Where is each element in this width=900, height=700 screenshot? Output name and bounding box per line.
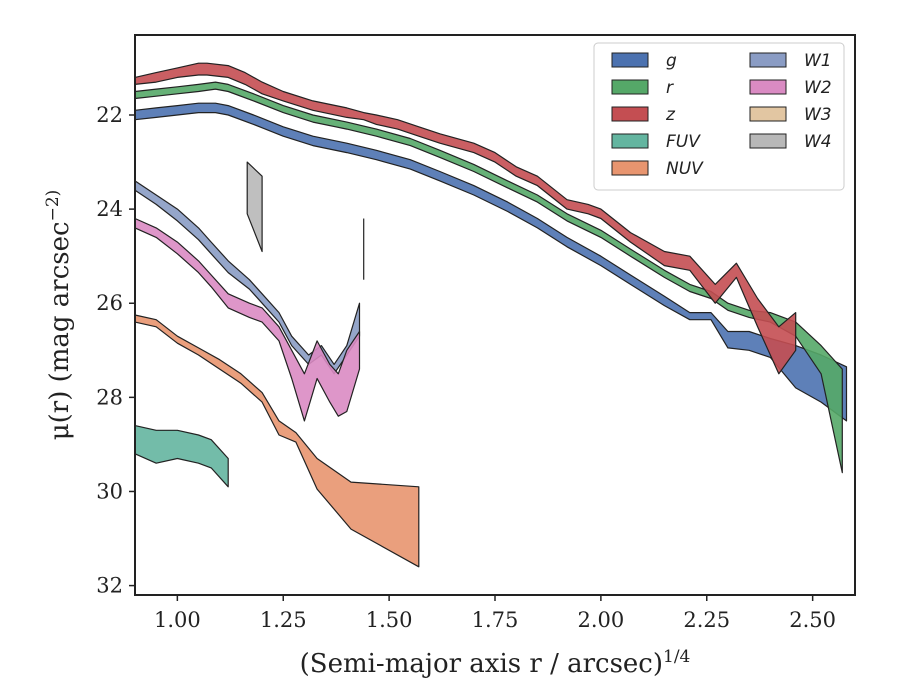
legend-swatch-z [611, 106, 649, 122]
band-z [134, 62, 797, 375]
legend-label-nuv: NUV [666, 159, 704, 179]
x-tick-label: 2.50 [789, 608, 836, 632]
y-tick-label: 30 [96, 479, 123, 503]
y-axis-label: μ(r) (mag arcsec−2) [43, 190, 75, 441]
legend-label-w1: W1 [804, 51, 832, 71]
x-tick-label: 1.50 [366, 608, 413, 632]
legend-swatch-w4 [749, 133, 787, 149]
legend: grz FUV NUV W1 W2 W3 W4 [593, 42, 845, 191]
legend-label-fuv: FUV [666, 132, 701, 152]
legend-swatch-g [611, 52, 649, 68]
legend-label-w2: W2 [804, 78, 832, 98]
y-axis-ticks: 22 24 26 28 30 32 [96, 103, 135, 598]
band-nuv [134, 314, 420, 568]
band-w4 [246, 161, 263, 253]
legend-swatch-fuv [611, 133, 649, 149]
legend-label-g: g [666, 51, 677, 71]
legend-swatch-r [611, 79, 649, 95]
legend-swatch-nuv [611, 160, 649, 176]
y-tick-label: 24 [96, 197, 123, 221]
band-w2 [134, 217, 361, 422]
data-bands [134, 62, 848, 568]
legend-swatch-w3 [749, 106, 787, 122]
x-tick-label: 1.25 [260, 608, 307, 632]
y-tick-label: 32 [96, 574, 123, 598]
band-r [134, 81, 843, 474]
legend-label-r: r [666, 78, 674, 98]
x-axis-label: (Semi-major axis r / arcsec)1/4 [300, 647, 691, 679]
legend-swatch-w2 [749, 79, 787, 95]
y-tick-label: 22 [96, 103, 123, 127]
y-tick-label: 26 [96, 291, 123, 315]
legend-label-w4: W4 [804, 132, 832, 152]
y-tick-label: 28 [96, 385, 123, 409]
band-g [134, 102, 848, 422]
x-tick-label: 2.00 [577, 608, 624, 632]
x-axis-ticks: 1.00 1.25 1.50 1.75 2.00 2.25 2.50 [154, 595, 836, 632]
x-axis-title: (Semi-major axis r / arcsec)1/4 [300, 647, 691, 679]
y-axis-title: μ(r) (mag arcsec−2) [43, 190, 75, 441]
x-tick-label: 1.75 [472, 608, 519, 632]
legend-label-w3: W3 [804, 105, 832, 125]
band-fuv [134, 425, 229, 488]
x-tick-label: 2.25 [683, 608, 730, 632]
legend-swatch-w1 [749, 52, 787, 68]
x-tick-label: 1.00 [154, 608, 201, 632]
legend-label-z: z [665, 105, 676, 125]
